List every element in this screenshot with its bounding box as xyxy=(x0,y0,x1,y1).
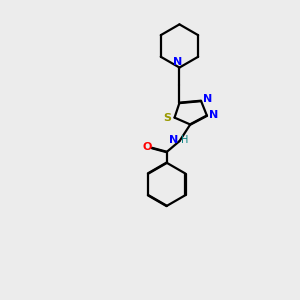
Text: O: O xyxy=(142,142,152,152)
Text: S: S xyxy=(164,112,172,123)
Text: N: N xyxy=(173,57,182,67)
Text: H: H xyxy=(181,135,189,145)
Text: N: N xyxy=(209,110,218,120)
Text: N: N xyxy=(169,135,178,145)
Text: N: N xyxy=(203,94,212,104)
